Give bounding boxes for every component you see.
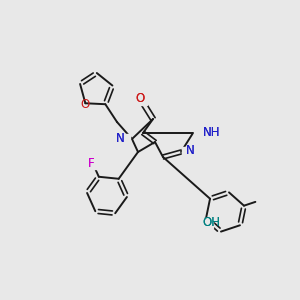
Text: N: N xyxy=(186,145,195,158)
Text: O: O xyxy=(80,98,89,110)
Text: F: F xyxy=(88,158,94,170)
Text: O: O xyxy=(135,92,145,104)
Text: F: F xyxy=(88,158,94,170)
Bar xyxy=(182,147,194,157)
Text: OH: OH xyxy=(203,216,221,229)
Bar xyxy=(191,218,213,228)
Text: NH: NH xyxy=(203,127,220,140)
Bar xyxy=(116,134,130,144)
Bar xyxy=(194,128,216,138)
Bar xyxy=(85,159,97,169)
Text: N: N xyxy=(116,131,125,145)
Text: OH: OH xyxy=(203,216,221,229)
Text: NH: NH xyxy=(203,127,220,140)
Text: N: N xyxy=(186,145,195,158)
Text: N: N xyxy=(116,131,125,145)
Bar xyxy=(135,95,147,105)
Text: O: O xyxy=(135,92,145,104)
